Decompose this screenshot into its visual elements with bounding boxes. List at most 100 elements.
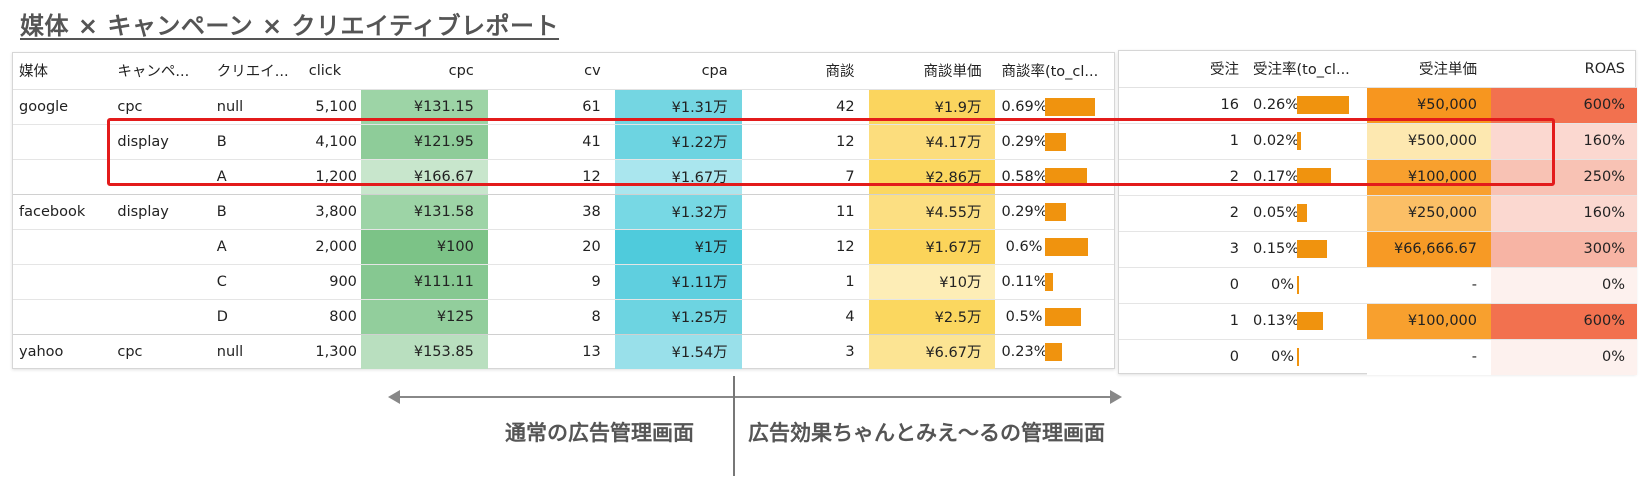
col-header-order-price[interactable]: 受注単価 (1367, 51, 1491, 88)
order-rate-text: 0.02% (1253, 133, 1300, 149)
cell-cv: 13 (487, 333, 615, 369)
cell-orders: 1 (1119, 122, 1243, 159)
col-header-cpa[interactable]: cpa (614, 53, 742, 90)
cell-roas: 0% (1491, 338, 1637, 375)
table-row[interactable]: 2 0.05% ¥250,000 160% (1119, 194, 1637, 231)
cell-order-price: - (1367, 338, 1491, 375)
biz-rate-text: 0.29% (1001, 133, 1048, 150)
col-header-biz-rate[interactable]: 商談率(to_cl... (995, 53, 1114, 90)
order-rate-text: 0.05% (1253, 205, 1300, 221)
cell-biz-price: ¥2.86万 (868, 158, 996, 194)
table-row[interactable]: D 800 ¥125 8 ¥1.25万 4 ¥2.5万 0.5% (13, 298, 1114, 334)
cell-creative: null (210, 333, 303, 369)
cell-orders: 2 (1119, 158, 1243, 195)
col-header-creative[interactable]: クリエイ... (210, 53, 303, 90)
cell-media: facebook (13, 193, 112, 229)
cell-order-price: - (1367, 266, 1491, 303)
table-row[interactable]: yahoo cpc null 1,300 ¥153.85 13 ¥1.54万 3 ¥6.67万 0… (13, 333, 1114, 369)
cell-click: 3,800 (302, 193, 361, 229)
cell-biz-rate: 0.11% (995, 263, 1114, 299)
cell-order-rate: 0.26% (1243, 87, 1367, 123)
cell-roas: 160% (1491, 122, 1637, 159)
cell-creative: A (210, 228, 303, 264)
cell-campaign (111, 158, 211, 194)
col-header-orders[interactable]: 受注 (1119, 51, 1243, 88)
table-row[interactable]: facebook display B 3,800 ¥131.58 38 ¥1.32万 11 ¥4… (13, 193, 1114, 229)
cell-orders: 0 (1119, 266, 1243, 303)
cell-cpc: ¥131.15 (360, 89, 488, 124)
cell-creative: B (210, 123, 303, 159)
table-row[interactable]: 0 0% -0% (1119, 338, 1637, 375)
biz-rate-text: 0.5% (1005, 308, 1043, 325)
col-header-click[interactable]: click (302, 53, 361, 90)
order-rate-bar (1297, 132, 1301, 150)
table-row[interactable]: A 2,000 ¥100 20 ¥1万 12 ¥1.67万 0.6% (13, 228, 1114, 264)
cell-cv: 20 (487, 228, 615, 264)
cell-campaign (111, 263, 211, 299)
col-header-cpc[interactable]: cpc (360, 53, 488, 90)
table-row[interactable]: 2 0.17% ¥100,000 250% (1119, 158, 1637, 195)
table-row[interactable]: C 900 ¥111.11 9 ¥1.11万 1 ¥10万 0.11% (13, 263, 1114, 299)
cell-creative: C (210, 263, 303, 299)
cell-order-rate: 0.05% (1243, 194, 1367, 231)
cell-orders: 0 (1119, 338, 1243, 375)
cell-biz-rate: 0.6% (995, 228, 1114, 264)
cell-media (13, 298, 112, 334)
cell-biz: 4 (741, 298, 869, 334)
biz-rate-bar (1045, 202, 1067, 221)
cell-order-price: ¥50,000 (1367, 87, 1491, 123)
order-rate-text: 0% (1270, 277, 1294, 293)
col-header-biz[interactable]: 商談 (741, 53, 869, 90)
cell-cpa: ¥1.32万 (614, 193, 742, 229)
cell-orders: 3 (1119, 230, 1243, 267)
cell-biz-price: ¥4.17万 (868, 123, 996, 159)
table-row[interactable]: display B 4,100 ¥121.95 41 ¥1.22万 12 ¥4.17万 0.29… (13, 123, 1114, 159)
cell-media: yahoo (13, 333, 112, 369)
cell-click: 1,200 (302, 158, 361, 194)
col-header-cv[interactable]: cv (487, 53, 615, 90)
cell-click: 800 (302, 298, 361, 334)
biz-rate-text: 0.58% (1001, 168, 1048, 185)
cell-order-price: ¥100,000 (1367, 158, 1491, 195)
cell-biz-price: ¥2.5万 (868, 298, 996, 334)
cell-roas: 0% (1491, 266, 1637, 303)
table-row[interactable]: google cpc null 5,100 ¥131.15 61 ¥1.31万 42 ¥1.9万… (13, 89, 1114, 124)
order-rate-bar (1297, 96, 1349, 114)
col-header-campaign[interactable]: キャンペ... (111, 53, 211, 90)
cell-media (13, 123, 112, 159)
table-row[interactable]: 3 0.15% ¥66,666.67 300% (1119, 230, 1637, 267)
cell-biz: 12 (741, 123, 869, 159)
cell-creative: B (210, 193, 303, 229)
left-report-table: 媒体 キャンペ... クリエイ... click cpc cv cpa 商談 商… (13, 53, 1114, 369)
cell-biz-rate: 0.58% (995, 158, 1114, 194)
order-rate-text: 0.17% (1253, 169, 1300, 185)
biz-rate-text: 0.29% (1001, 203, 1048, 220)
cell-click: 1,300 (302, 333, 361, 369)
col-header-biz-price[interactable]: 商談単価 (868, 53, 996, 90)
cell-order-rate: 0.17% (1243, 158, 1367, 195)
cell-cpc: ¥111.11 (360, 263, 488, 299)
biz-rate-bar (1045, 307, 1082, 326)
cell-click: 900 (302, 263, 361, 299)
cell-cpa: ¥1.22万 (614, 123, 742, 159)
cell-cv: 9 (487, 263, 615, 299)
col-header-media[interactable]: 媒体 (13, 53, 112, 90)
table-row[interactable]: 16 0.26% ¥50,000 600% (1119, 87, 1637, 123)
col-header-roas[interactable]: ROAS (1491, 51, 1637, 88)
cell-biz-price: ¥1.67万 (868, 228, 996, 264)
table-row[interactable]: A 1,200 ¥166.67 12 ¥1.67万 7 ¥2.86万 0.58% (13, 158, 1114, 194)
table-row[interactable]: 0 0% -0% (1119, 266, 1637, 303)
right-report-table: 受注 受注率(to_cl... 受注単価 ROAS 16 0.26% ¥50,000… (1119, 51, 1637, 375)
biz-rate-text: 0.23% (1001, 343, 1048, 360)
cell-click: 5,100 (315, 98, 357, 115)
cell-media (13, 158, 112, 194)
cell-order-rate: 0.13% (1243, 302, 1367, 339)
cell-cpa: ¥1.11万 (614, 263, 742, 299)
col-header-order-rate[interactable]: 受注率(to_cl... (1243, 51, 1367, 88)
cell-media (13, 228, 112, 264)
biz-rate-bar (1045, 272, 1054, 291)
cell-cpc: ¥131.58 (360, 193, 488, 229)
cell-cpc: ¥121.95 (360, 123, 488, 159)
table-row[interactable]: 1 0.02% ¥500,000 160% (1119, 122, 1637, 159)
table-row[interactable]: 1 0.13% ¥100,000 600% (1119, 302, 1637, 339)
